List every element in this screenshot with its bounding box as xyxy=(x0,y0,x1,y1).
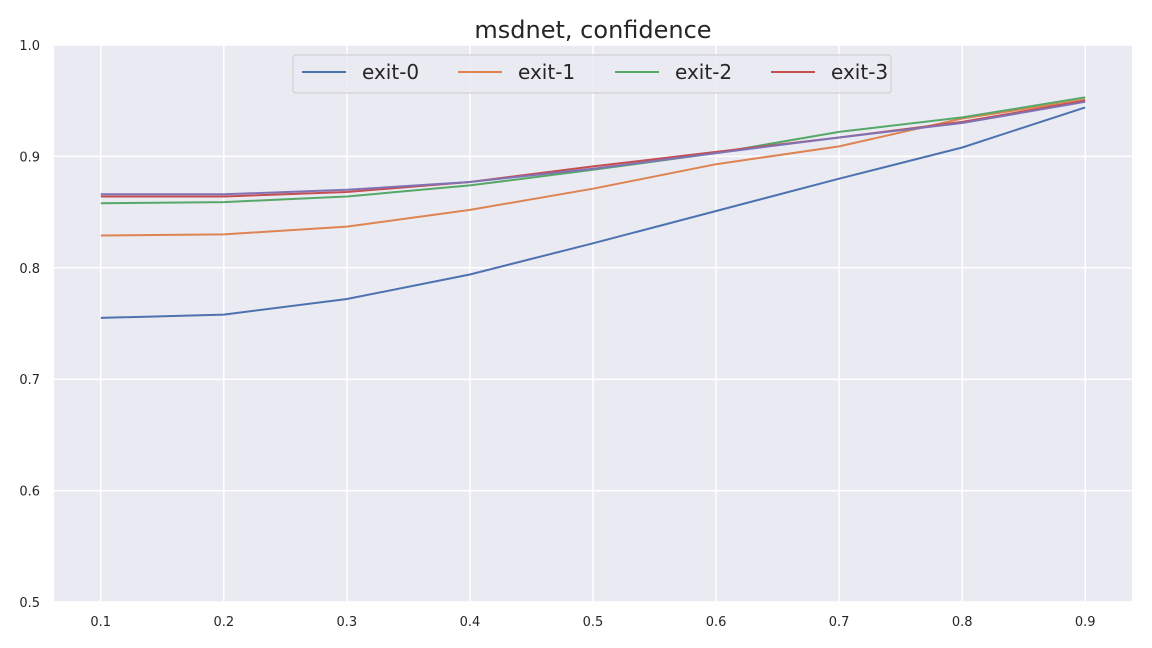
y-tick-label: 0.7 xyxy=(19,373,40,388)
x-tick-label: 0.6 xyxy=(706,615,727,630)
x-tick-label: 0.3 xyxy=(337,615,358,630)
legend-box xyxy=(292,54,892,94)
x-tick-label: 0.4 xyxy=(460,615,481,630)
y-tick-label: 0.8 xyxy=(19,262,40,277)
grid-lines xyxy=(54,44,1132,603)
legend-label: exit-0 xyxy=(362,60,419,84)
series-line-exit-0 xyxy=(100,106,1086,319)
legend-label: exit-3 xyxy=(831,60,888,84)
series-lines xyxy=(100,96,1086,319)
series-line-exit-2 xyxy=(100,96,1086,205)
y-tick-label: 0.5 xyxy=(19,596,40,611)
y-tick-label: 0.6 xyxy=(19,485,40,500)
x-axis-ticks: 0.1 0.2 0.3 0.4 0.5 0.6 0.7 0.8 0.9 xyxy=(90,615,1095,630)
y-axis-ticks: 0.5 0.6 0.7 0.8 0.9 1.0 xyxy=(19,39,40,611)
x-tick-label: 0.2 xyxy=(213,615,234,630)
legend-label: exit-1 xyxy=(518,60,575,84)
chart-title: msdnet, confidence xyxy=(474,16,711,44)
y-tick-label: 1.0 xyxy=(19,39,40,54)
x-tick-label: 0.9 xyxy=(1075,615,1096,630)
x-tick-label: 0.8 xyxy=(952,615,973,630)
x-tick-label: 0.7 xyxy=(829,615,850,630)
legend-label: exit-2 xyxy=(675,60,732,84)
series-line-series-4 xyxy=(100,100,1086,196)
y-tick-label: 0.9 xyxy=(19,150,40,165)
x-tick-label: 0.5 xyxy=(583,615,604,630)
legend: exit-0 exit-1 exit-2 exit-3 xyxy=(292,54,892,94)
x-tick-label: 0.1 xyxy=(90,615,111,630)
